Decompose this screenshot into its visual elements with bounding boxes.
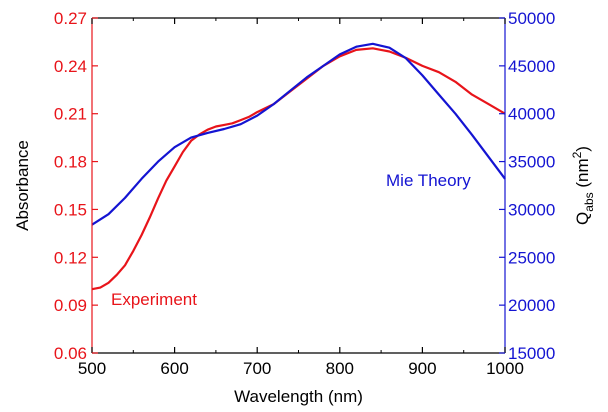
y-left-tick-label: 0.24 (54, 57, 87, 76)
y-right-tick-label: 40000 (508, 105, 555, 124)
y-left-tick-label: 0.27 (54, 9, 87, 28)
x-tick-label: 700 (243, 359, 271, 378)
y-right-title-superscript: 2 (570, 151, 584, 158)
x-axis-title: Wavelength (nm) (234, 387, 363, 406)
x-tick-label: 1000 (486, 359, 524, 378)
y-right-axis-title: Qabs (nm2) (570, 146, 596, 225)
series-line-mie-theory (91, 42, 506, 226)
y-left-tick-label: 0.15 (54, 200, 87, 219)
y-right-title-unit-open: (nm (573, 158, 592, 192)
y-left-axis-title: Absorbance (13, 140, 32, 231)
x-tick-label: 500 (78, 359, 106, 378)
y-right-tick-label: 25000 (508, 248, 555, 267)
series-label-mie-theory: Mie Theory (386, 171, 471, 190)
x-tick-label: 900 (408, 359, 436, 378)
y-left-tick-label: 0.12 (54, 248, 87, 267)
y-left-tick-label: 0.09 (54, 296, 87, 315)
y-right-tick-label: 15000 (508, 344, 555, 363)
y-left-tick-label: 0.18 (54, 153, 87, 172)
y-right-tick-label: 35000 (508, 153, 555, 172)
y-right-tick-label: 30000 (508, 200, 555, 219)
y-right-title-subscript: abs (582, 192, 596, 211)
y-left-tick-label: 0.06 (54, 344, 87, 363)
y-right-tick-label: 20000 (508, 296, 555, 315)
y-right-title-unit-close: ) (573, 146, 592, 152)
x-tick-label: 800 (326, 359, 354, 378)
series-label-experiment: Experiment (111, 290, 197, 309)
y-right-tick-label: 50000 (508, 9, 555, 28)
y-right-title-base: Q (573, 212, 592, 225)
y-right-tick-label: 45000 (508, 57, 555, 76)
x-tick-label: 600 (160, 359, 188, 378)
plot-area: 500 600 700 800 900 1000 0.06 0.09 0.12 0.15 0.18 0… (54, 9, 555, 378)
y-left-tick-label: 0.21 (54, 105, 87, 124)
